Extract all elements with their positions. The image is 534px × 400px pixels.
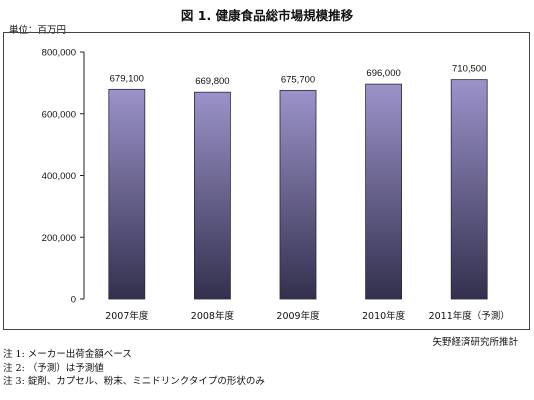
y-tick-label: 600,000 xyxy=(42,109,76,120)
note-1: 注 1: メーカー出荷金額ベース xyxy=(3,349,132,360)
bar-value-label: 669,800 xyxy=(195,76,229,87)
bar xyxy=(279,89,317,300)
bar xyxy=(365,83,403,300)
bar-value-label: 696,000 xyxy=(366,68,400,79)
x-category-label: 2007年度 xyxy=(105,310,149,322)
source-credit: 矢野経済研究所推計 xyxy=(432,337,518,348)
bar-value-label: 679,100 xyxy=(110,73,144,84)
x-category-label: 2011年度（予測） xyxy=(429,310,510,322)
x-category-label: 2008年度 xyxy=(191,310,235,322)
bar xyxy=(108,88,146,300)
bar-value-label: 675,700 xyxy=(281,74,315,85)
bar-value-label: 710,500 xyxy=(452,64,486,75)
y-tick-label: 800,000 xyxy=(42,48,76,59)
chart-frame xyxy=(3,32,530,330)
bar xyxy=(450,79,488,300)
notes-block: 注 1: メーカー出荷金額ベース 注 2: （予測）は予測値 注 3: 錠剤、カ… xyxy=(3,348,265,389)
note-2: 注 2: （予測）は予測値 xyxy=(3,362,104,374)
y-tick-label: 0 xyxy=(71,295,76,306)
y-tick-label: 400,000 xyxy=(42,171,76,182)
chart-title: 図 1. 健康食品総市場規模推移 xyxy=(180,8,354,23)
bar xyxy=(193,91,231,300)
unit-label: 単位：百万円 xyxy=(9,25,67,36)
y-tick-label: 200,000 xyxy=(42,233,76,244)
note-3: 注 3: 錠剤、カプセル、粉末、ミニドリンクタイプの形状のみ xyxy=(3,376,265,387)
x-category-label: 2009年度 xyxy=(276,310,320,322)
x-category-label: 2010年度 xyxy=(362,310,406,322)
